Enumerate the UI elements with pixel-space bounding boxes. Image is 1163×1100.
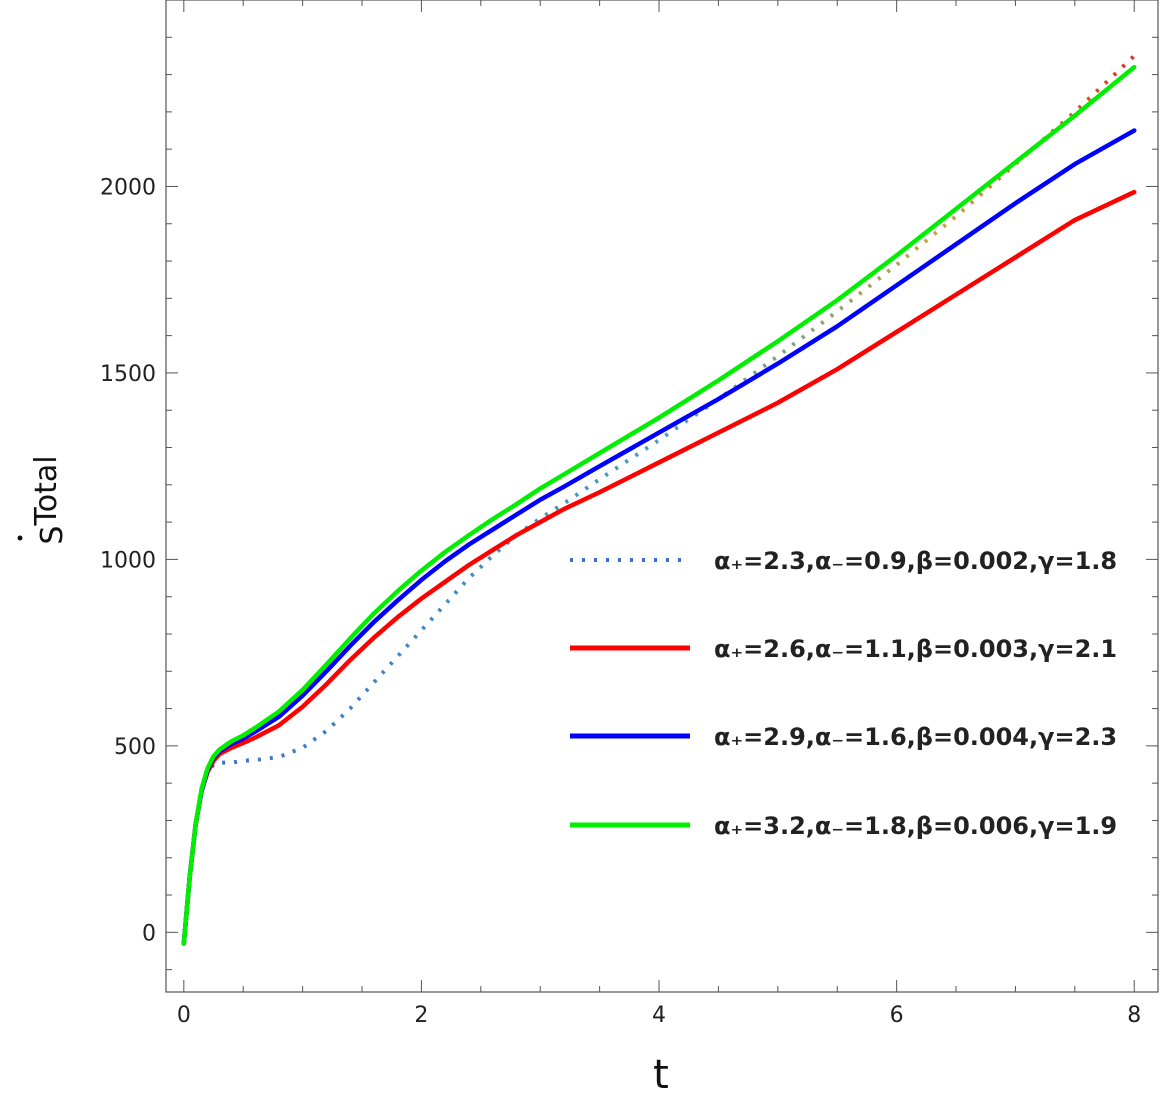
- y-tick-label: 0: [142, 921, 156, 946]
- x-tick-label: 0: [177, 1003, 191, 1028]
- legend: α₊=2.3,α₋=0.9,β=0.002,γ=1.8 α₊=2.6,α₋=1.1…: [570, 547, 1117, 840]
- x-tick-label: 2: [414, 1003, 428, 1028]
- series-line-1: [181, 54, 1136, 944]
- ticks: [166, 0, 1158, 992]
- x-axis-title: t: [653, 1052, 669, 1098]
- legend-label-4: α₊=3.2,α₋=1.8,β=0.006,γ=1.9: [714, 812, 1117, 840]
- legend-label-1: α₊=2.3,α₋=0.9,β=0.002,γ=1.8: [714, 547, 1117, 575]
- series-layer: [181, 54, 1137, 946]
- legend-label-2: α₊=2.6,α₋=1.1,β=0.003,γ=2.1: [714, 635, 1117, 663]
- tick-labels: 0 2 4 6 8 0 500 1000 1500 2000: [100, 175, 1141, 1028]
- y-tick-label: 1000: [100, 548, 156, 573]
- y-axis-title-main: S: [35, 526, 70, 545]
- x-tick-label: 4: [652, 1003, 666, 1028]
- y-axis-title-dot: [17, 535, 23, 541]
- y-axis-title-sub: Total: [29, 455, 64, 526]
- x-tick-label: 8: [1127, 1003, 1141, 1028]
- y-tick-label: 2000: [100, 175, 156, 200]
- x-tick-label: 6: [890, 1003, 904, 1028]
- svg-text:STotal: STotal: [29, 455, 70, 544]
- y-tick-label: 500: [114, 735, 156, 760]
- series-line-4: [181, 64, 1137, 946]
- y-tick-label: 1500: [100, 362, 156, 387]
- y-axis-title: STotal: [17, 455, 70, 545]
- legend-label-3: α₊=2.9,α₋=1.6,β=0.004,γ=2.3: [714, 723, 1117, 751]
- plot-frame: [165, 0, 1159, 993]
